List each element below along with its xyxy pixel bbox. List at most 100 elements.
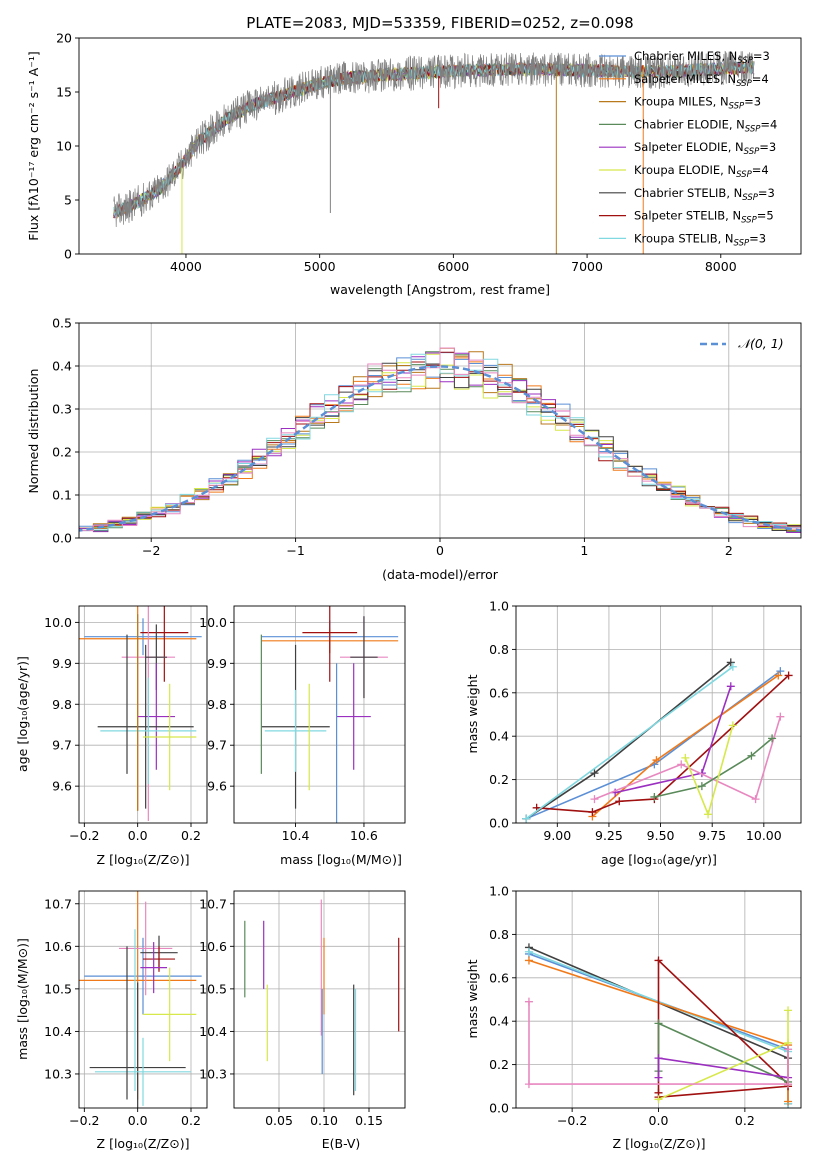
x-tick-label: 0.0	[128, 828, 148, 843]
y-tick-label: 9.6	[207, 779, 227, 794]
data-layer	[244, 899, 400, 1096]
weight-line	[525, 666, 734, 820]
weight-marker	[654, 1054, 663, 1063]
legend-value: =4	[752, 163, 769, 177]
y-tick-label: 0.8	[489, 642, 509, 657]
weight-marker	[650, 792, 659, 801]
spectrum-ylabel: Flux [fλ10⁻¹⁷ erg cm⁻² s⁻¹ A⁻¹]	[26, 51, 41, 240]
axis-layer: 4000 5000 6000 7000 8000 0 5 10 15 20	[56, 31, 802, 274]
data-layer	[522, 658, 793, 823]
y-tick-label: 0.3	[52, 402, 72, 417]
weight-marker	[728, 662, 737, 671]
x-tick-label: 0.15	[355, 1113, 383, 1128]
weight-marker	[776, 712, 785, 721]
legend-label: Chabrier MILES, NSSP=3	[634, 49, 770, 66]
y-tick-label: 10.3	[44, 1066, 72, 1081]
y-tick-label: 9.6	[52, 779, 72, 794]
legend-label: Chabrier ELODIE, NSSP=4	[634, 117, 777, 134]
axis-layer: −0.2 0.0 0.2 9.6 9.7 9.8 9.9 10.0	[44, 605, 208, 843]
legend-value: =4	[752, 72, 769, 86]
weight-vs-age-ylabel: mass weight	[465, 674, 480, 753]
x-tick-label: 5000	[304, 259, 336, 274]
y-tick-label: 0.0	[489, 1101, 509, 1116]
weight-line	[657, 1057, 789, 1079]
x-tick-label: 10.6	[350, 828, 378, 843]
age-vs-Z-panel: −0.2 0.0 0.2 9.6 9.7 9.8 9.9 10.0 Z [log₁₀(Z/Z⊙…	[15, 605, 208, 867]
weight-vs-Z-plot-area: −0.2 0.0 0.2 0.0 0.2 0.4 0.6 0.8 1.0	[489, 884, 802, 1128]
weight-vs-Z-xlabel: Z [log₁₀(Z/Z⊙)]	[613, 1136, 706, 1151]
x-tick-label: −0.2	[69, 828, 99, 843]
y-tick-label: 0.2	[489, 772, 509, 787]
weight-vs-age-panel: 9.00 9.25 9.50 9.75 10.000.00.20.40.60.81.0 …	[465, 599, 802, 867]
x-tick-label: −0.2	[69, 1113, 99, 1128]
legend-label: Salpeter ELODIE, NSSP=3	[634, 140, 776, 157]
x-tick-label: 0.0	[649, 1113, 669, 1128]
age-vs-mass-panel: 10.4 10.6 9.6 9.7 9.8 9.9 10.0 mass [log₁₀(M/M…	[199, 605, 406, 867]
spectrum-title: PLATE=2083, MJD=53359, FIBERID=0252, z=0…	[246, 14, 633, 32]
y-tick-label: 10.4	[199, 1024, 227, 1039]
x-tick-label: 9.25	[595, 828, 623, 843]
y-tick-label: 15	[56, 85, 72, 100]
legend-value: =3	[744, 95, 761, 109]
weight-marker	[728, 721, 737, 730]
y-tick-label: 0.6	[489, 685, 509, 700]
y-tick-label: 9.9	[207, 656, 227, 671]
axes-frame	[515, 890, 802, 1109]
data-layer	[79, 891, 202, 1108]
legend-subscript: SSP	[744, 147, 760, 157]
weight-line	[657, 958, 789, 1098]
legend-subscript: SSP	[734, 238, 750, 248]
weight-marker	[726, 682, 735, 691]
weight-vs-age-plot-area: 9.00 9.25 9.50 9.75 10.00 0.0 0.2 0.4 0.6 0.8 1.0	[489, 599, 802, 843]
weight-marker	[784, 1097, 793, 1106]
y-tick-label: 10	[56, 139, 72, 154]
mass-vs-ebv-plot-area: 0.05 0.10 0.15 10.3 10.4 10.5 10.6 10.7	[199, 890, 406, 1128]
x-tick-label: 0.05	[265, 1113, 293, 1128]
y-tick-label: 0.2	[489, 1057, 509, 1072]
y-tick-label: 10.3	[199, 1066, 227, 1081]
legend-value: =3	[749, 231, 766, 245]
y-tick-label: 0.0	[52, 531, 72, 546]
legend-label: Salpeter STELIB, NSSP=5	[634, 209, 774, 226]
axis-layer: 0.05 0.10 0.15 10.3 10.4 10.5 10.6 10.7	[199, 890, 406, 1128]
legend-subscript: SSP	[736, 170, 752, 180]
weight-marker	[590, 795, 599, 804]
data-layer	[113, 50, 755, 254]
axes-frame	[233, 605, 406, 824]
grid-lines	[234, 891, 405, 1108]
weight-marker	[524, 997, 533, 1006]
y-tick-label: 0	[64, 247, 72, 262]
axis-layer: 10.4 10.6 9.6 9.7 9.8 9.9 10.0	[199, 605, 406, 843]
weight-line	[594, 716, 782, 801]
mass-vs-Z-panel: −0.2 0.0 0.2 10.3 10.4 10.5 10.6 10.7 Z [log₁₀(…	[15, 890, 208, 1151]
legend-subscript: SSP	[741, 216, 757, 226]
weight-vs-Z-panel: −0.2 0.0 0.2 0.0 0.2 0.4 0.6 0.8 1.0 Z [log₁₀(Z/…	[465, 884, 802, 1151]
gaussian-legend-label: 𝒩(0, 1)	[738, 336, 784, 351]
mass-vs-Z-xlabel: Z [log₁₀(Z/Z⊙)]	[97, 1136, 190, 1151]
y-tick-label: 0.6	[489, 970, 509, 985]
x-tick-label: 0.2	[181, 828, 201, 843]
x-tick-label: −1	[286, 543, 304, 558]
weight-marker	[784, 1006, 793, 1015]
weight-line	[654, 737, 773, 798]
x-tick-label: 0.10	[310, 1113, 338, 1128]
legend-value: =3	[753, 49, 770, 63]
axes-frame	[78, 37, 802, 255]
axes-frame	[78, 322, 802, 539]
weight-marker	[697, 782, 706, 791]
weight-line	[536, 674, 790, 813]
y-tick-label: 10.4	[44, 1024, 72, 1039]
axis-layer: 9.00 9.25 9.50 9.75 10.00 0.0 0.2 0.4 0.6 0.8 1.0	[489, 599, 802, 843]
x-tick-label: 7000	[571, 259, 603, 274]
residual-xlabel: (data-model)/error	[382, 567, 499, 582]
legend-label: Kroupa MILES, NSSP=3	[634, 95, 761, 112]
data-layer	[79, 606, 202, 821]
weight-marker	[776, 667, 785, 676]
y-tick-label: 20	[56, 31, 72, 46]
weight-line	[614, 686, 732, 794]
weight-vs-age-xlabel: age [log₁₀(age/yr)]	[601, 852, 717, 867]
weight-marker	[524, 956, 533, 965]
x-tick-label: 9.00	[543, 828, 571, 843]
observed-spectrum-line	[113, 50, 755, 228]
y-tick-label: 10.0	[199, 615, 227, 630]
